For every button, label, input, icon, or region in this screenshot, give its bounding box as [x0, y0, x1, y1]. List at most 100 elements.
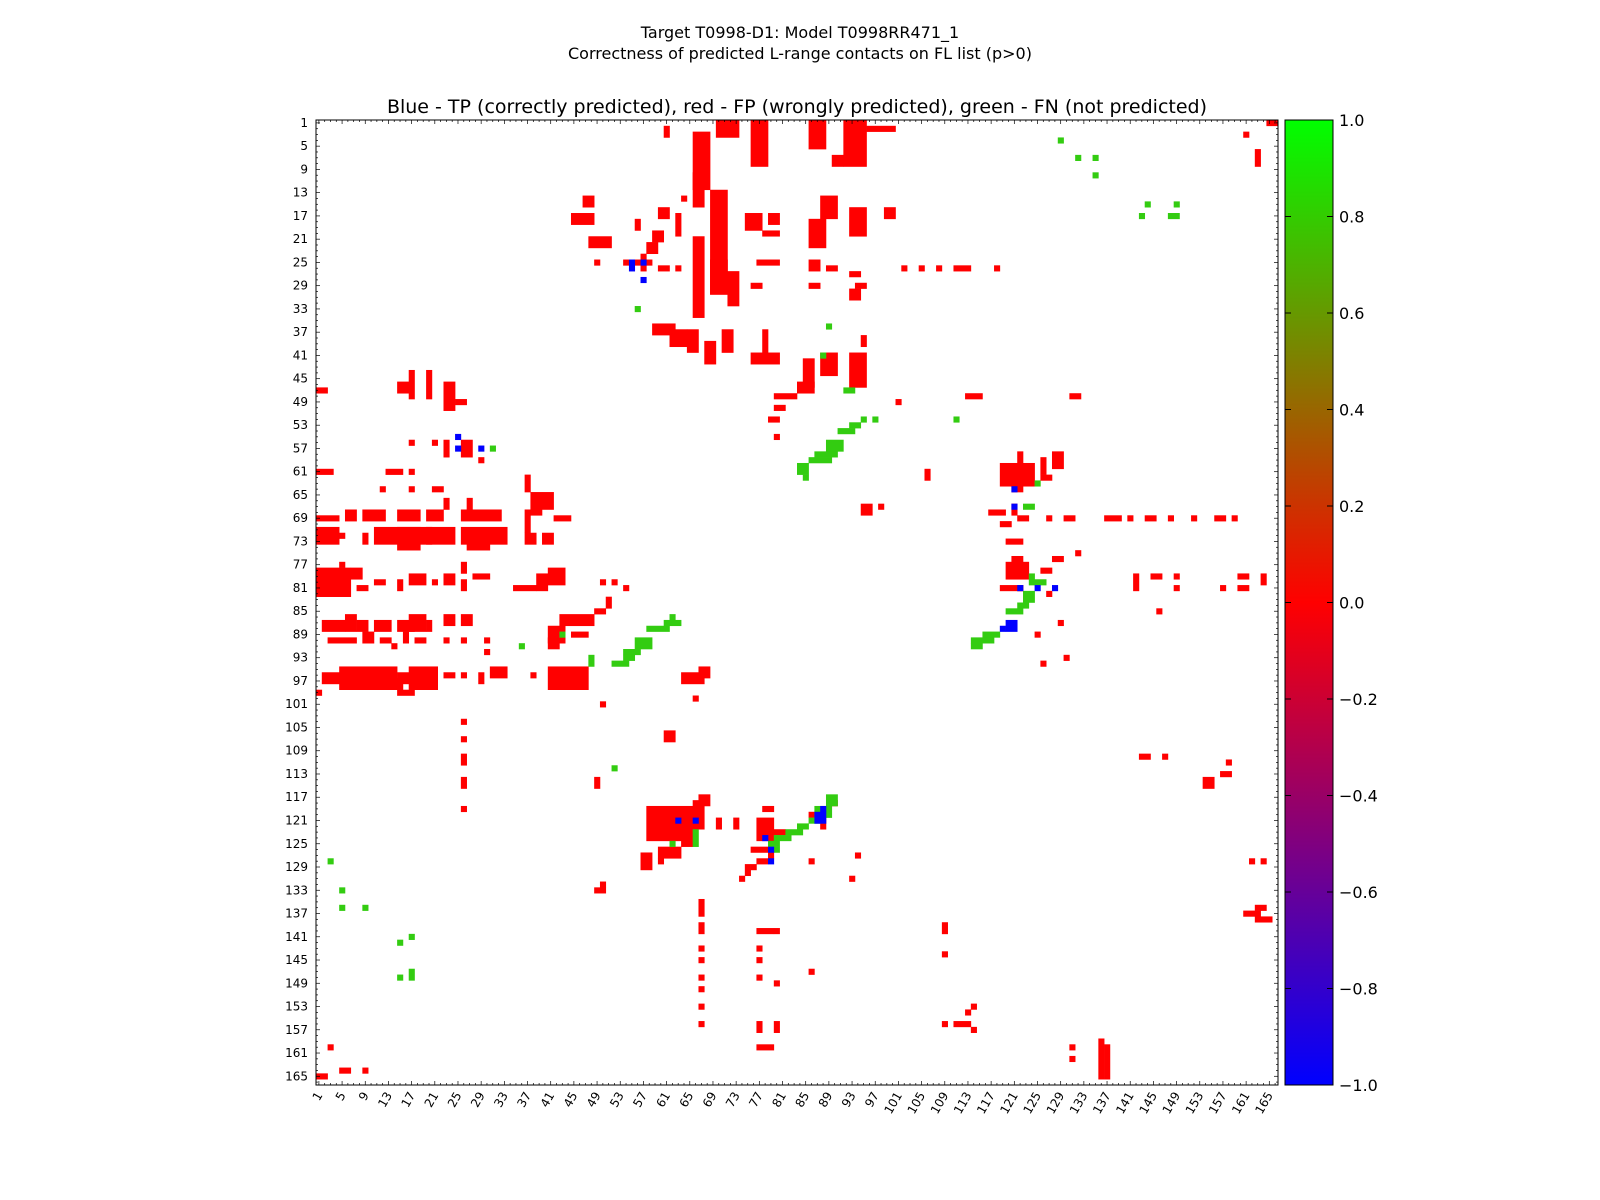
fp-contact-cell	[542, 492, 554, 510]
fp-contact-cell	[460, 526, 508, 545]
fp-contact-cell	[941, 1021, 948, 1028]
fn-contact-cell	[1092, 154, 1099, 161]
fn-contact-cell	[634, 637, 653, 650]
x-tick-label: 161	[1229, 1090, 1253, 1117]
y-tick-label: 89	[293, 627, 308, 641]
fp-contact-cell	[1069, 1055, 1076, 1063]
figure-title-line2: Correctness of predicted L-range contact…	[568, 44, 1032, 63]
fp-contact-cell	[1260, 858, 1267, 865]
fp-contact-cell	[327, 637, 357, 644]
fp-contact-cell	[599, 881, 607, 888]
x-tick-label: 113	[951, 1090, 975, 1117]
y-tick-label: 133	[285, 883, 308, 897]
fn-contact-cell	[797, 823, 809, 830]
y-tick-label: 9	[300, 162, 308, 176]
x-tick-label: 137	[1090, 1090, 1114, 1117]
fp-contact-cell	[1254, 149, 1261, 167]
fp-contact-cell	[460, 805, 467, 813]
fp-contact-cell	[594, 887, 607, 894]
x-tick-label: 25	[445, 1090, 465, 1110]
x-tick-label: 121	[997, 1090, 1021, 1117]
fp-contact-cell	[773, 404, 786, 411]
y-tick-label: 1	[300, 116, 308, 130]
fp-contact-cell	[883, 207, 896, 220]
y-tick-label: 73	[293, 534, 308, 548]
tp-contact-cell	[762, 835, 769, 842]
fp-contact-cell	[1254, 904, 1267, 911]
fp-contact-cell	[744, 213, 763, 231]
fp-contact-cell	[1191, 515, 1198, 522]
fp-contact-cell	[397, 526, 421, 551]
fp-contact-cell	[652, 230, 665, 243]
y-tick-labels: 1 5 9 13 17 21 25 29 33 37 41 45 49 53 57 61 65 69 73 77 81 8…	[285, 116, 308, 1083]
fp-contact-cell	[408, 468, 415, 475]
fp-contact-cell	[321, 619, 346, 632]
x-tick-label: 81	[769, 1090, 789, 1110]
y-tick-label: 41	[293, 348, 308, 362]
fp-contact-cell	[478, 672, 485, 685]
fn-contact-cell	[1034, 480, 1041, 487]
fp-contact-cell	[854, 282, 867, 289]
fp-contact-cell	[634, 218, 641, 231]
y-tick-label: 165	[285, 1069, 308, 1083]
colorbar: 1.0 0.8 0.6 0.4 0.2 0.0 −0.2 −0.4 −0.6 −0.8 −1.0	[1284, 111, 1378, 1095]
fn-contact-cell	[768, 840, 780, 847]
y-tick-label: 117	[285, 790, 308, 804]
fp-contact-cell	[1063, 654, 1070, 661]
fp-contact-cell	[350, 567, 363, 580]
x-tick-label: 9	[356, 1090, 372, 1104]
fp-contact-cell	[860, 335, 867, 348]
fn-contact-cell	[982, 631, 1001, 638]
fp-contact-cell	[414, 637, 427, 644]
y-tick-label: 69	[293, 511, 308, 525]
fn-contact-cell	[814, 451, 838, 458]
fp-contact-cell	[460, 736, 467, 743]
fp-contact-cell	[727, 271, 740, 307]
fn-contact-cell	[634, 306, 641, 313]
fn-contact-cell	[518, 643, 525, 650]
tp-contact-cell	[675, 817, 682, 824]
fn-contact-cell	[849, 422, 862, 429]
fp-contact-cell	[379, 637, 392, 644]
fp-contact-cell	[698, 666, 711, 679]
fp-contact-cell	[1202, 776, 1215, 789]
fp-contact-cell	[484, 649, 491, 656]
y-tick-label: 157	[285, 1023, 308, 1037]
fp-contact-cell	[547, 637, 560, 650]
y-tick-label: 145	[285, 953, 308, 967]
y-tick-label: 57	[293, 441, 308, 455]
fp-contact-cell	[646, 242, 659, 255]
y-tick-label: 29	[293, 279, 308, 293]
fp-contact-cell	[1040, 660, 1047, 667]
fp-contact-cell	[391, 643, 398, 650]
fp-contact-cell	[588, 236, 612, 249]
fn-contact-cell	[1092, 172, 1099, 179]
fn-contact-cell	[837, 428, 856, 435]
fp-contact-cell	[669, 329, 688, 348]
fp-contact-cell	[1104, 1044, 1111, 1080]
tp-contact-cell	[768, 858, 775, 865]
fp-contact-cell	[750, 282, 763, 289]
fn-contact-cell	[327, 858, 334, 865]
fp-contact-cell	[1040, 474, 1053, 481]
fp-contact-cell	[1075, 550, 1082, 557]
fn-contact-cell	[808, 457, 833, 464]
fp-contact-cell	[675, 265, 682, 272]
fn-contact-cell	[663, 619, 682, 627]
fp-contact-cell	[698, 945, 705, 952]
fp-contact-cell	[344, 509, 357, 522]
x-tick-label: 165	[1252, 1090, 1276, 1117]
fp-contact-cell	[692, 172, 705, 208]
fn-contact-cell	[646, 625, 670, 632]
fn-contact-cell	[408, 968, 415, 981]
fp-contact-cell	[316, 468, 334, 475]
fn-contact-cell	[623, 654, 636, 661]
tp-contact-cell	[768, 846, 775, 853]
fp-contact-cell	[339, 1067, 352, 1074]
y-tick-label: 137	[285, 907, 308, 921]
y-tick-label: 113	[285, 767, 308, 781]
fp-contact-cell	[443, 573, 456, 586]
fn-contact-cell	[825, 794, 838, 807]
fp-contact-cell	[356, 585, 369, 592]
fp-contact-cell	[397, 689, 415, 696]
